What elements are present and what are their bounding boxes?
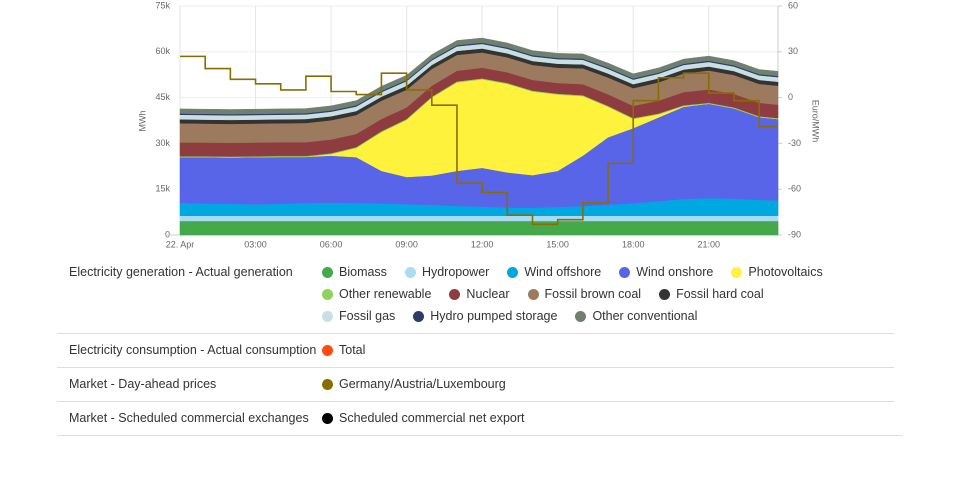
legend-label: Wind offshore (524, 265, 602, 279)
legend-swatch (322, 288, 333, 300)
legend-items: Biomass Hydropower Wind offshore Wind onsho… (322, 265, 827, 323)
y-tick-label: 30k (155, 138, 170, 148)
legend-item[interactable]: Hydro pumped storage (413, 309, 557, 323)
y2-tick-label: 30 (788, 46, 798, 56)
y-tick-label: 15k (155, 184, 170, 194)
legend-swatch (659, 288, 671, 300)
legend-item[interactable]: Nuclear (449, 287, 510, 301)
y-tick-label: 0 (165, 229, 170, 239)
legend: Electricity generation - Actual generati… (57, 256, 903, 436)
legend-item[interactable]: Fossil hard coal (659, 287, 764, 301)
legend-item[interactable]: Total (322, 343, 365, 357)
x-tick-label: 22. Apr (166, 239, 195, 249)
y-axis-title: MWh (137, 111, 147, 132)
legend-item[interactable]: Other conventional (575, 309, 697, 323)
y2-tick-label: 0 (788, 92, 793, 102)
legend-item[interactable]: Germany/Austria/Luxembourg (322, 377, 506, 391)
legend-item[interactable]: Scheduled commercial net export (322, 411, 525, 425)
y2-tick-label: 60 (788, 0, 798, 10)
legend-item[interactable]: Fossil gas (322, 309, 395, 323)
chart: MWh Euro/MWh 015k30k45k60k75k-90-60-3003… (137, 0, 821, 249)
area (179, 220, 779, 236)
legend-label: Wind onshore (636, 265, 714, 279)
legend-swatch (322, 266, 333, 278)
x-tick-label: 12:00 (471, 239, 494, 249)
legend-swatch (731, 266, 743, 278)
legend-swatch (575, 310, 587, 322)
x-tick-label: 09:00 (395, 239, 418, 249)
legend-label: Total (339, 343, 366, 357)
legend-items: Scheduled commercial net export (322, 411, 827, 425)
legend-item[interactable]: Other renewable (322, 287, 431, 301)
legend-item[interactable]: Hydropower (404, 265, 490, 279)
legend-group-label: Electricity generation - Actual generati… (69, 265, 293, 279)
legend-group-label: Electricity consumption - Actual consump… (69, 343, 317, 357)
x-tick-label: 06:00 (320, 239, 343, 249)
legend-label: Photovoltaics (748, 265, 823, 279)
legend-label: Biomass (339, 265, 387, 279)
legend-label: Fossil hard coal (676, 287, 764, 301)
y2-tick-label: -60 (788, 184, 801, 194)
price-line (180, 55, 778, 226)
legend-label: Hydropower (421, 265, 490, 279)
y-tick-label: 60k (155, 46, 170, 56)
legend-swatch (619, 266, 631, 278)
x-tick-label: 21:00 (697, 239, 720, 249)
legend-label: Other renewable (339, 287, 432, 301)
legend-item[interactable]: Fossil brown coal (527, 287, 642, 301)
x-tick-label: 03:00 (244, 239, 267, 249)
x-tick-label: 18:00 (622, 239, 645, 249)
legend-swatch (413, 310, 425, 322)
legend-items: Total (322, 343, 827, 357)
y2-tick-label: -90 (788, 229, 801, 239)
legend-item[interactable]: Wind offshore (507, 265, 601, 279)
legend-group-label: Market - Day-ahead prices (69, 377, 217, 391)
legend-item[interactable]: Wind onshore (619, 265, 713, 279)
legend-group: Market - Day-ahead prices Germany/Austria… (57, 368, 894, 402)
y2-tick-label: -30 (788, 138, 801, 148)
legend-group: Electricity consumption - Actual consump… (57, 334, 894, 368)
legend-label: Fossil gas (339, 309, 396, 323)
legend-label: Germany/Austria/Luxembourg (339, 377, 506, 391)
legend-swatch (404, 266, 416, 278)
legend-item[interactable]: Biomass (322, 265, 387, 279)
y2-axis-title: Euro/MWh (811, 100, 821, 143)
legend-swatch (322, 310, 333, 322)
legend-swatch (507, 266, 519, 278)
legend-swatch (449, 288, 461, 300)
legend-item[interactable]: Photovoltaics (731, 265, 823, 279)
legend-label: Other conventional (592, 309, 698, 323)
y-tick-label: 75k (155, 0, 170, 10)
legend-label: Fossil brown coal (544, 287, 642, 301)
legend-label: Nuclear (466, 287, 510, 301)
legend-group: Market - Scheduled commercial exchanges S… (57, 402, 903, 436)
legend-swatch (322, 412, 333, 424)
legend-group: Electricity generation - Actual generati… (57, 256, 894, 334)
legend-label: Hydro pumped storage (430, 309, 558, 323)
legend-items: Germany/Austria/Luxembourg (322, 377, 827, 391)
legend-swatch (527, 288, 539, 300)
area (179, 215, 779, 222)
legend-group-label: Market - Scheduled commercial exchanges (69, 411, 309, 425)
legend-label: Scheduled commercial net export (339, 411, 525, 425)
area (179, 37, 779, 115)
legend-swatch (322, 378, 333, 390)
legend-swatch (322, 344, 333, 356)
y-tick-label: 45k (155, 92, 170, 102)
x-tick-label: 15:00 (546, 239, 569, 249)
